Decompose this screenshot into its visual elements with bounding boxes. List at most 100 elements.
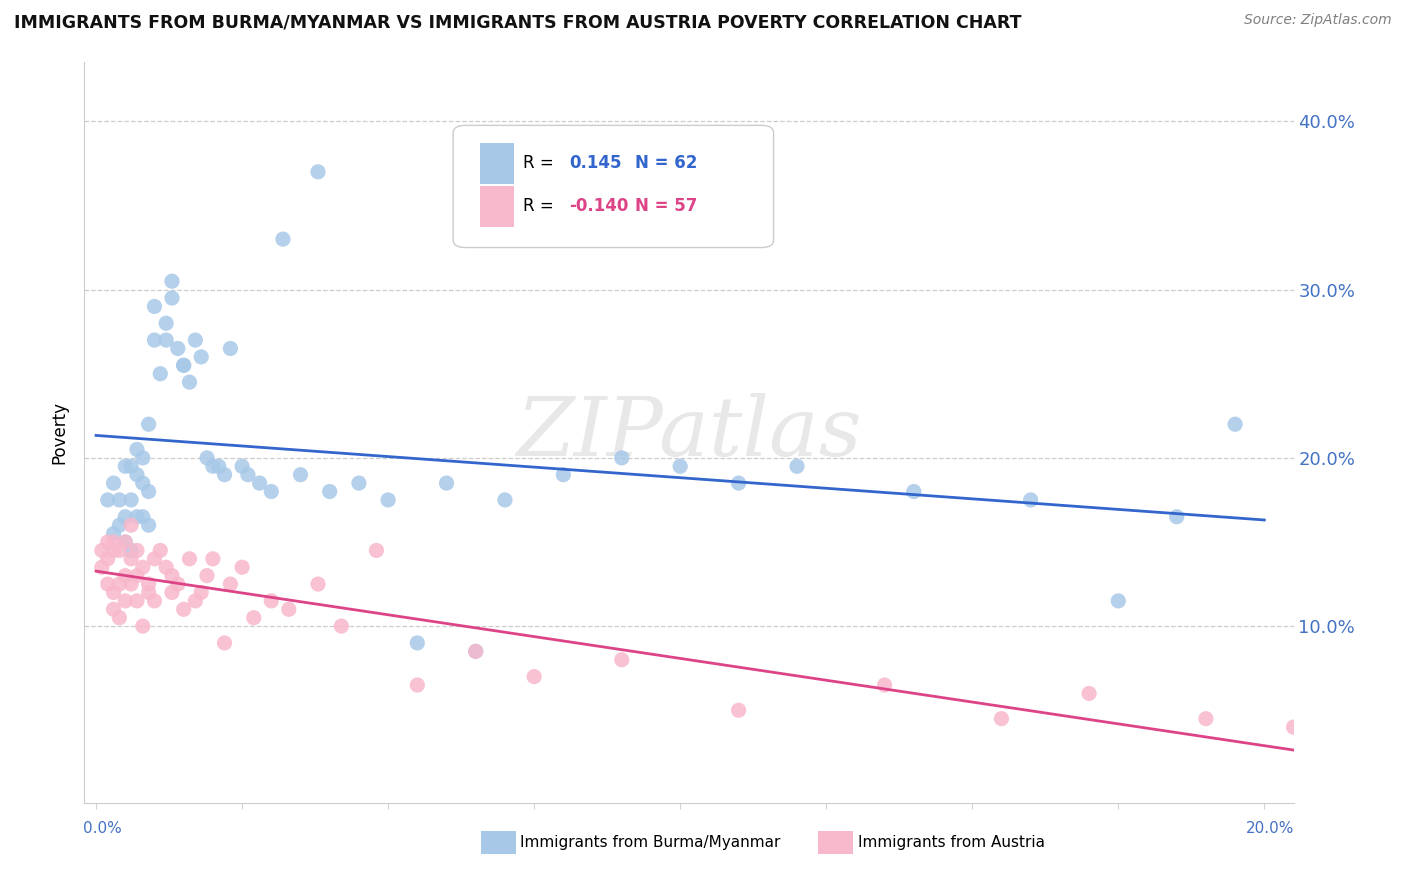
Point xyxy=(138,417,160,432)
Point xyxy=(873,678,896,692)
Point xyxy=(143,551,166,566)
Text: -0.140: -0.140 xyxy=(569,197,628,216)
Point xyxy=(108,610,131,624)
Point xyxy=(330,619,353,633)
Point xyxy=(184,333,207,347)
Point xyxy=(155,316,177,330)
Point xyxy=(108,518,131,533)
Point xyxy=(231,459,253,474)
Point xyxy=(786,459,808,474)
Point xyxy=(494,492,516,507)
Point xyxy=(108,543,131,558)
Point xyxy=(307,577,329,591)
Point xyxy=(120,551,142,566)
Point xyxy=(125,442,148,457)
Point xyxy=(727,476,749,491)
Point xyxy=(103,526,125,541)
Point xyxy=(160,585,183,599)
Point xyxy=(464,644,486,658)
Point xyxy=(436,476,458,491)
Point xyxy=(155,560,177,574)
Point xyxy=(610,450,633,465)
Point xyxy=(903,484,925,499)
Point xyxy=(125,543,148,558)
Point xyxy=(307,165,329,179)
Point xyxy=(1107,594,1129,608)
Point xyxy=(219,342,242,356)
Point xyxy=(143,300,166,314)
Point xyxy=(97,535,120,549)
Point xyxy=(132,450,155,465)
Text: R =: R = xyxy=(523,197,560,216)
Point xyxy=(406,636,429,650)
Point xyxy=(132,476,155,491)
Point xyxy=(97,551,120,566)
Point xyxy=(108,577,131,591)
Point xyxy=(347,476,370,491)
Point xyxy=(103,585,125,599)
Point xyxy=(610,653,633,667)
Point xyxy=(114,568,136,582)
Point xyxy=(97,577,120,591)
Point xyxy=(114,535,136,549)
Point xyxy=(1166,509,1188,524)
Point xyxy=(120,577,142,591)
Text: 0.145: 0.145 xyxy=(569,154,621,172)
Point xyxy=(277,602,299,616)
Point xyxy=(97,492,120,507)
Point xyxy=(114,535,136,549)
Point xyxy=(138,484,160,499)
Point xyxy=(214,636,236,650)
Point xyxy=(155,333,177,347)
Point xyxy=(290,467,312,482)
Point xyxy=(271,232,294,246)
Point xyxy=(166,577,188,591)
Point xyxy=(377,492,399,507)
Point xyxy=(90,560,112,574)
Point xyxy=(318,484,340,499)
Text: 20.0%: 20.0% xyxy=(1246,822,1295,837)
Point xyxy=(553,467,575,482)
Point xyxy=(103,602,125,616)
Bar xyxy=(479,143,513,184)
Point xyxy=(1019,492,1042,507)
Point xyxy=(125,568,148,582)
Point xyxy=(160,274,183,288)
Point xyxy=(103,543,125,558)
Point xyxy=(464,644,486,658)
Point xyxy=(523,670,546,684)
Point xyxy=(120,492,142,507)
Point xyxy=(149,543,172,558)
Text: N = 57: N = 57 xyxy=(634,197,697,216)
Text: ZIPatlas: ZIPatlas xyxy=(516,392,862,473)
Point xyxy=(184,594,207,608)
Point xyxy=(173,359,195,373)
Point xyxy=(132,509,155,524)
Point xyxy=(143,333,166,347)
Point xyxy=(179,551,201,566)
Point xyxy=(108,492,131,507)
Point xyxy=(114,459,136,474)
Point xyxy=(214,467,236,482)
Point xyxy=(727,703,749,717)
Point xyxy=(173,359,195,373)
Point xyxy=(249,476,271,491)
Point xyxy=(138,585,160,599)
Point xyxy=(195,568,218,582)
Point xyxy=(103,476,125,491)
Point xyxy=(103,535,125,549)
Point xyxy=(160,568,183,582)
Point xyxy=(231,560,253,574)
Point xyxy=(1195,712,1218,726)
Text: 0.0%: 0.0% xyxy=(83,822,122,837)
Point xyxy=(125,594,148,608)
Text: N = 62: N = 62 xyxy=(634,154,697,172)
Point xyxy=(120,518,142,533)
Point xyxy=(114,509,136,524)
Point xyxy=(125,509,148,524)
Point xyxy=(166,342,188,356)
Point xyxy=(90,543,112,558)
Point xyxy=(260,484,283,499)
Point xyxy=(201,459,224,474)
Point xyxy=(138,518,160,533)
